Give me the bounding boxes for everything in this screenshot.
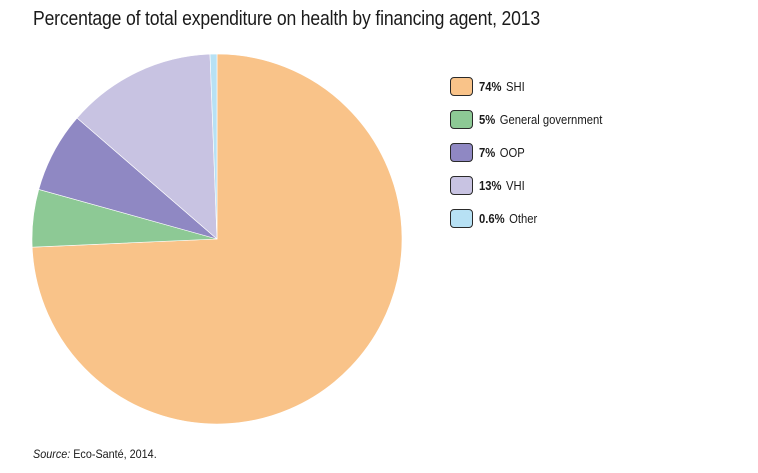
legend-swatch — [450, 143, 473, 162]
legend-value: 13% — [479, 178, 502, 193]
legend-text: 0.6% Other — [479, 212, 537, 226]
legend-label: VHI — [506, 178, 525, 193]
legend-text: 13% VHI — [479, 179, 525, 193]
source-label: Source: — [33, 447, 71, 461]
legend-label: Other — [509, 211, 538, 226]
chart-title: Percentage of total expenditure on healt… — [33, 8, 541, 30]
legend: 74% SHI 5% General government 7% OOP 13% VHI 0.6… — [450, 76, 616, 241]
source-text: Eco-Santé, 2014. — [73, 447, 157, 461]
legend-item-general-government: 5% General government — [450, 109, 616, 130]
legend-item-other: 0.6% Other — [450, 208, 616, 229]
legend-label: General government — [499, 112, 603, 127]
legend-text: 7% OOP — [479, 146, 525, 160]
legend-item-shi: 74% SHI — [450, 76, 616, 97]
pie-slice-other — [209, 53, 218, 240]
legend-swatch — [450, 209, 473, 228]
legend-label: OOP — [499, 145, 525, 160]
legend-value: 7% — [479, 145, 496, 160]
pie-slice-vhi — [76, 53, 218, 240]
legend-text: 74% SHI — [479, 80, 525, 94]
legend-text: 5% General government — [479, 113, 602, 127]
legend-swatch — [450, 77, 473, 96]
legend-value: 0.6% — [479, 211, 505, 226]
legend-value: 5% — [479, 112, 496, 127]
legend-swatch — [450, 176, 473, 195]
source-note: Source: Eco-Santé, 2014. — [33, 447, 157, 461]
legend-label: SHI — [506, 79, 525, 94]
legend-swatch — [450, 110, 473, 129]
legend-value: 74% — [479, 79, 502, 94]
legend-item-oop: 7% OOP — [450, 142, 616, 163]
legend-item-vhi: 13% VHI — [450, 175, 616, 196]
